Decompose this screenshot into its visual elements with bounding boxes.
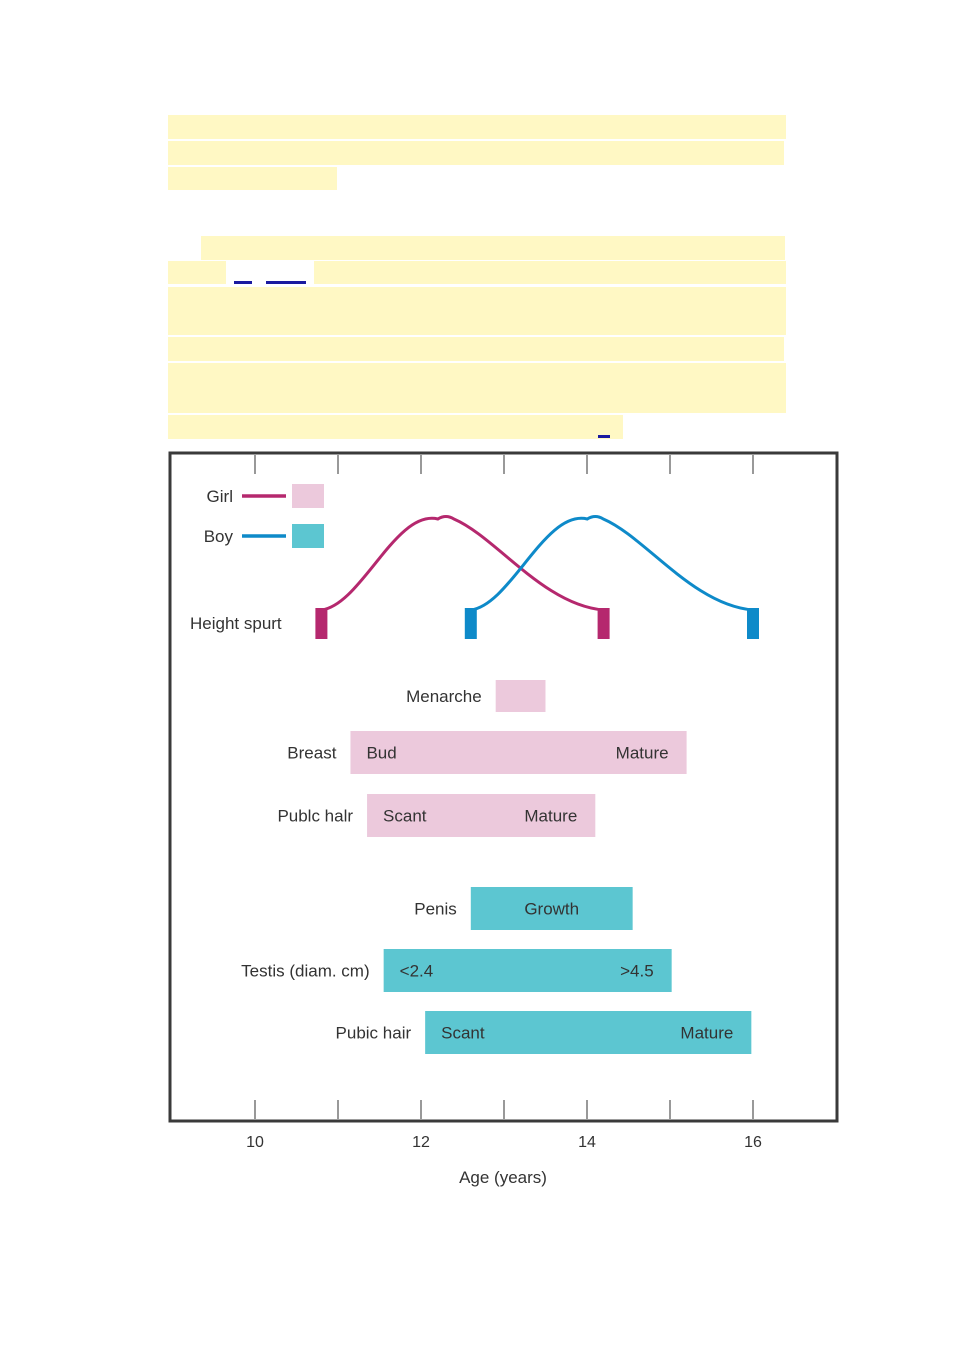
bar-left-text-girl-pubic-hair: Scant xyxy=(383,807,427,826)
plot-frame xyxy=(168,451,839,1123)
bar-label-penis: Penis xyxy=(414,900,457,919)
bar-center-text-penis: Growth xyxy=(524,900,579,919)
bar-right-text-girl-pubic-hair: Mature xyxy=(524,807,577,826)
text-highlight-1 xyxy=(168,115,786,139)
text-highlight-5 xyxy=(168,261,226,284)
bar-right-text-boy-pubic-hair: Mature xyxy=(680,1024,733,1043)
bar-right-text-breast: Mature xyxy=(616,744,669,763)
bar-left-text-breast: Bud xyxy=(366,744,396,763)
bar-right-text-testis: >4.5 xyxy=(620,962,654,981)
legend-label-girl: Girl xyxy=(207,487,233,506)
height-spurt-curve-boy xyxy=(470,515,754,612)
bar-testis xyxy=(383,949,672,992)
text-highlight-7 xyxy=(168,287,786,335)
text-highlight-9 xyxy=(168,363,786,413)
bar-label-boy-pubic-hair: Pubic hair xyxy=(336,1024,412,1043)
bottom-axis-ticks xyxy=(254,1100,754,1119)
top-axis-ticks xyxy=(254,455,754,474)
bar-breast xyxy=(350,731,687,774)
height-spurt-start-marker-boy xyxy=(464,608,477,639)
height-spurt-curves xyxy=(315,515,759,639)
text-link-1[interactable] xyxy=(234,281,252,284)
legend-swatch-boy xyxy=(292,524,324,548)
bar-girl-pubic-hair xyxy=(367,794,596,837)
x-tick-label-14: 14 xyxy=(578,1134,596,1151)
text-highlight-2 xyxy=(168,141,784,165)
height-spurt-end-marker-boy xyxy=(747,608,759,639)
bar-label-breast: Breast xyxy=(287,744,336,763)
legend: Girl Boy xyxy=(204,484,324,548)
bar-menarche xyxy=(495,680,546,712)
bar-label-testis: Testis (diam. cm) xyxy=(241,962,369,981)
height-spurt-label: Height spurt xyxy=(190,614,282,633)
x-tick-label-12: 12 xyxy=(412,1134,430,1151)
legend-swatch-girl xyxy=(292,484,324,508)
bar-penis xyxy=(470,887,633,930)
legend-label-boy: Boy xyxy=(204,527,234,546)
x-tick-label-16: 16 xyxy=(744,1134,762,1151)
x-tick-labels: 10 12 14 16 xyxy=(246,1134,762,1151)
text-highlight-8 xyxy=(168,337,784,361)
text-link-3[interactable] xyxy=(598,435,610,438)
text-link-2[interactable] xyxy=(266,281,306,284)
text-highlight-10 xyxy=(168,415,623,439)
height-spurt-start-marker-girl xyxy=(315,608,328,639)
bar-left-text-boy-pubic-hair: Scant xyxy=(441,1024,485,1043)
x-axis-label: Age (years) xyxy=(459,1168,547,1187)
text-highlight-3 xyxy=(168,167,337,190)
bar-left-text-testis: <2.4 xyxy=(400,962,434,981)
height-spurt-curve-girl xyxy=(321,515,604,612)
bar-boy-pubic-hair xyxy=(425,1011,752,1054)
text-highlight-4 xyxy=(201,236,785,260)
text-highlight-6 xyxy=(314,261,786,284)
bar-label-girl-pubic-hair: Publc halr xyxy=(277,807,353,826)
x-tick-label-10: 10 xyxy=(246,1134,264,1151)
bar-label-menarche: Menarche xyxy=(406,687,482,706)
development-bars: Menarche Breast Bud Mature Publc halr Scant Ma… xyxy=(241,680,752,1054)
height-spurt-end-marker-girl xyxy=(597,608,610,639)
